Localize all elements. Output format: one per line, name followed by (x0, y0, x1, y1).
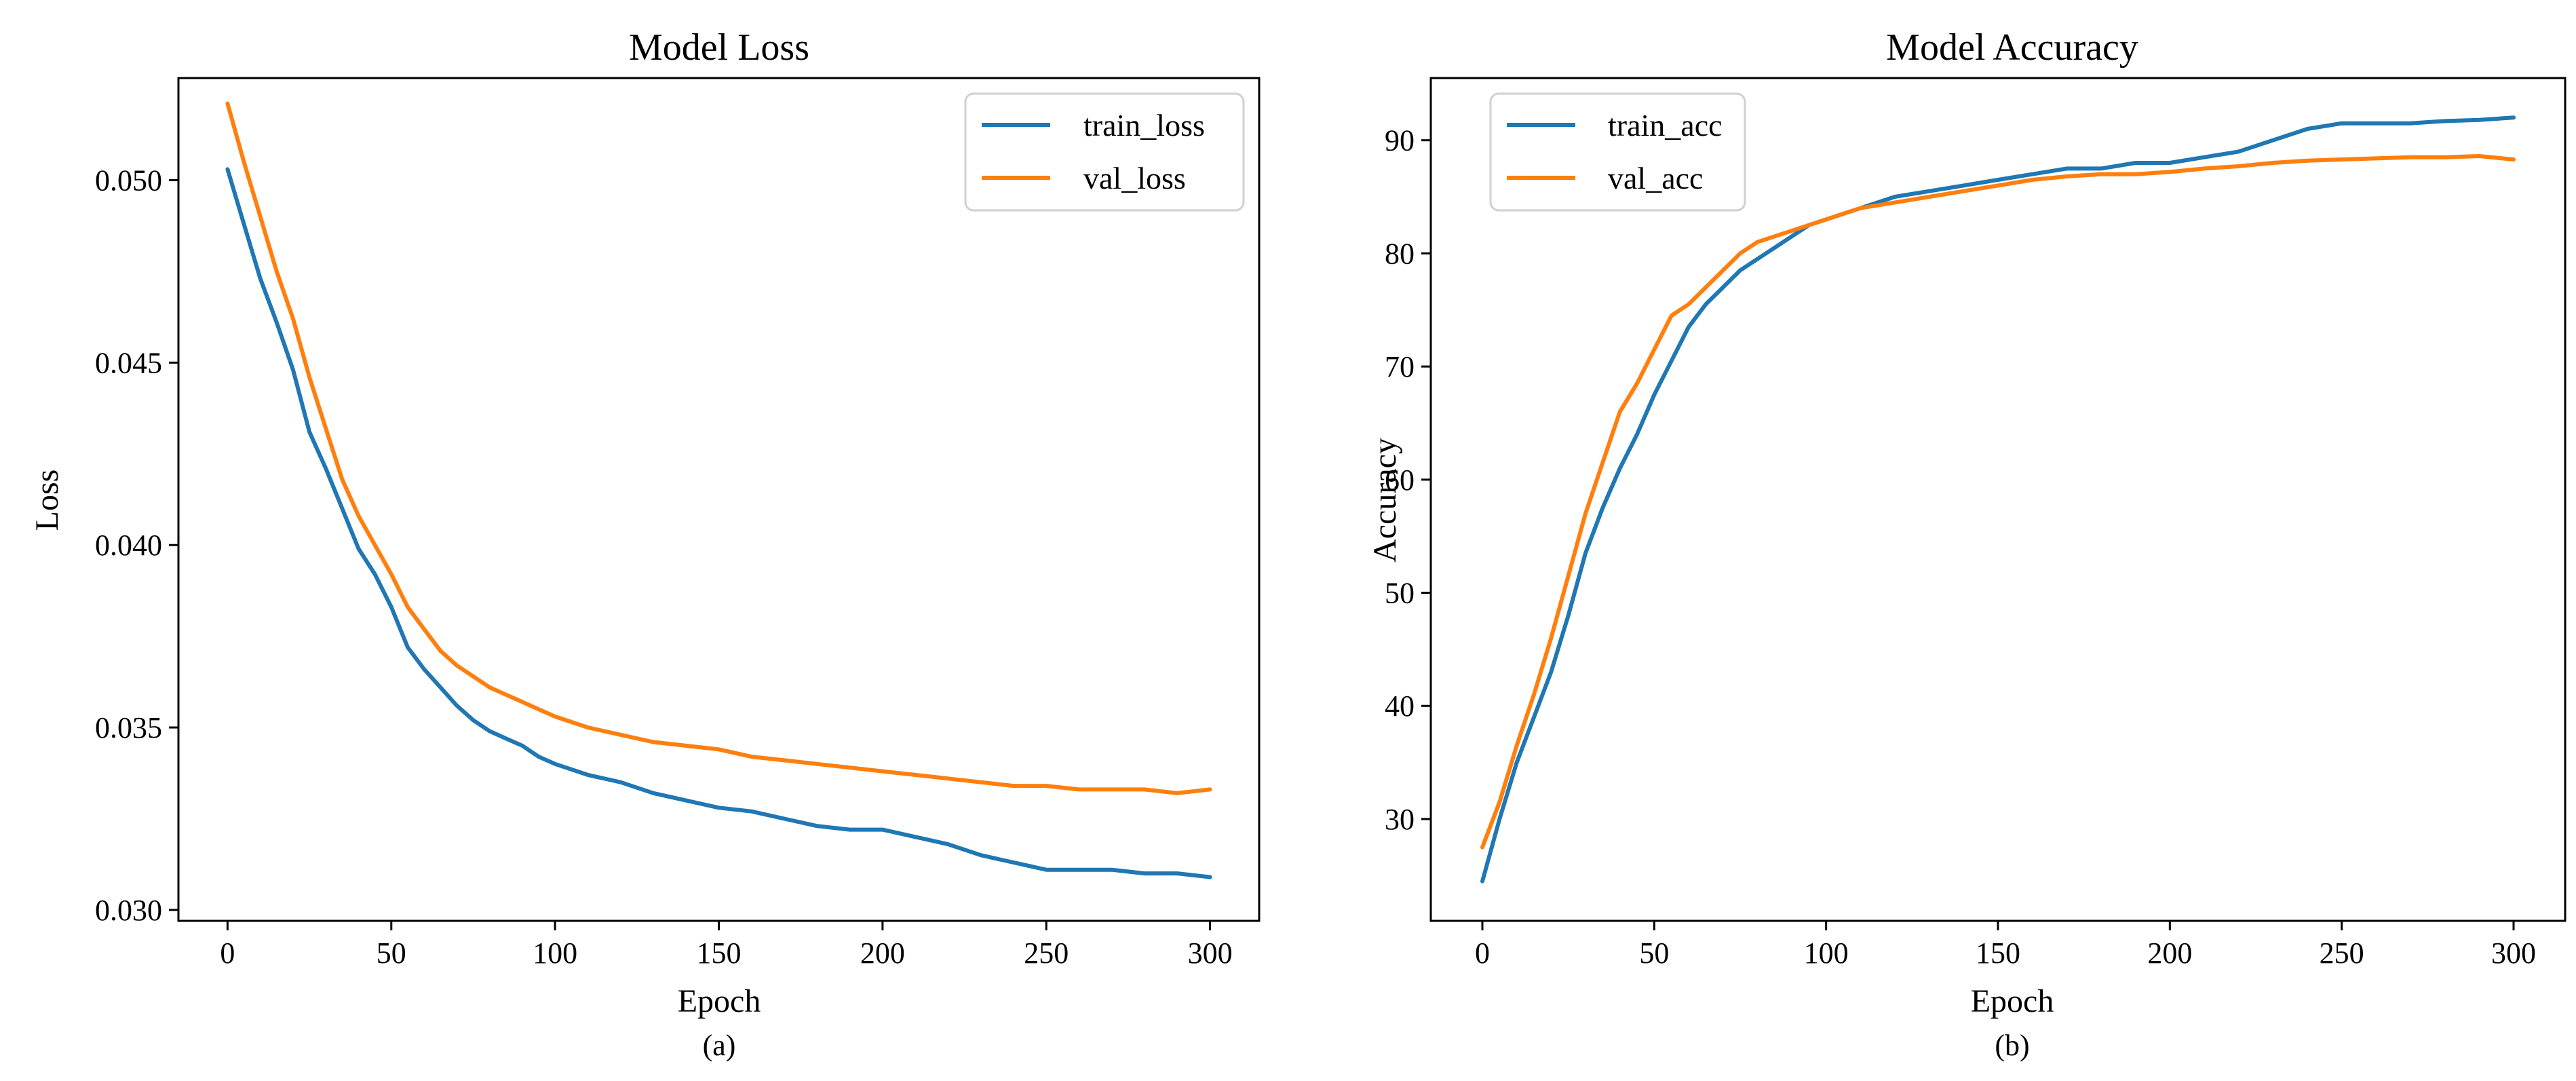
val-acc-legend-label: val_acc (1608, 161, 1703, 195)
loss-x-axis: 0 50 100 150 200 250 300 (220, 921, 1233, 970)
x-tick-label: 250 (2320, 936, 2364, 970)
val-loss-line (225, 101, 1212, 795)
accuracy-legend: train_acc val_acc (1489, 92, 1746, 212)
x-tick-label: 250 (1024, 936, 1069, 970)
loss-chart-title: Model Loss (629, 26, 809, 69)
loss-chart: Model Loss 0 50 100 150 200 250 300 0.030 0.035… (29, 26, 1261, 1062)
x-tick-label: 0 (220, 936, 235, 970)
train-acc-legend-label: train_acc (1608, 108, 1723, 143)
val-acc-line (1480, 154, 2516, 850)
y-tick-label: 40 (1385, 689, 1415, 723)
accuracy-chart-title: Model Accuracy (1886, 26, 2138, 69)
train-loss-line (225, 167, 1212, 879)
loss-y-axis-label: Loss (29, 470, 65, 531)
y-tick-label: 90 (1385, 124, 1415, 157)
x-tick-label: 100 (533, 936, 577, 970)
x-tick-label: 150 (697, 936, 742, 970)
y-tick-label: 0.030 (95, 894, 162, 927)
accuracy-y-axis-label: Accuracy (1367, 438, 1403, 563)
y-tick-label: 30 (1385, 803, 1415, 836)
accuracy-y-axis: 30 40 50 60 70 80 90 (1385, 124, 1431, 836)
y-tick-label: 70 (1385, 350, 1415, 383)
loss-y-axis: 0.030 0.035 0.040 0.045 0.050 (95, 164, 178, 927)
x-tick-label: 300 (2491, 936, 2536, 970)
train-acc-line (1480, 115, 2516, 884)
x-tick-label: 200 (860, 936, 905, 970)
loss-x-axis-label: Epoch (678, 983, 761, 1019)
accuracy-subcaption: (b) (1995, 1029, 2029, 1062)
accuracy-x-axis-label: Epoch (1971, 983, 2054, 1019)
y-tick-label: 0.050 (95, 164, 162, 197)
x-tick-label: 200 (2147, 936, 2192, 970)
accuracy-x-axis: 0 50 100 150 200 250 300 (1475, 921, 2536, 970)
val-loss-legend-label: val_loss (1083, 161, 1186, 195)
y-tick-label: 60 (1385, 463, 1415, 497)
x-tick-label: 100 (1804, 936, 1849, 970)
y-tick-label: 0.040 (95, 529, 162, 562)
x-tick-label: 150 (1976, 936, 2020, 970)
accuracy-chart: Model Accuracy 0 50 100 150 200 250 300 30 40 50… (1367, 26, 2567, 1062)
x-tick-label: 50 (1639, 936, 1669, 970)
x-tick-label: 300 (1188, 936, 1233, 970)
x-tick-label: 50 (377, 936, 406, 970)
y-tick-label: 0.035 (95, 711, 162, 744)
x-tick-label: 0 (1475, 936, 1490, 970)
loss-series-layer (225, 101, 1212, 879)
y-tick-label: 50 (1385, 577, 1415, 610)
loss-legend: train_loss val_loss (964, 92, 1245, 212)
y-tick-label: 0.045 (95, 346, 162, 379)
y-tick-label: 80 (1385, 237, 1415, 270)
loss-subcaption: (a) (703, 1029, 736, 1062)
train-loss-legend-label: train_loss (1083, 108, 1205, 143)
accuracy-series-layer (1480, 115, 2516, 884)
